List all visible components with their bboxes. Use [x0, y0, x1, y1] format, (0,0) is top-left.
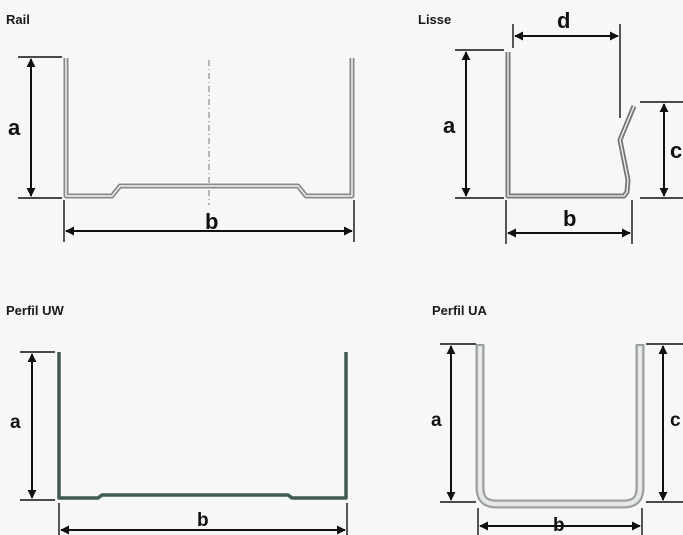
ua-profile — [475, 344, 645, 509]
uw-b-label: b — [197, 510, 209, 531]
uw-a-label: a — [10, 412, 21, 433]
lisse-c-label: c — [670, 138, 682, 163]
ua-panel: Perfil UA a c b — [431, 303, 683, 535]
ua-a-label: a — [431, 410, 442, 431]
lisse-b-label: b — [563, 206, 576, 231]
lisse-a-label: a — [443, 113, 456, 138]
uw-panel: Perfil UW a b — [6, 303, 348, 535]
ua-c-label: c — [670, 410, 681, 431]
ua-profile-inner — [477, 346, 643, 507]
lisse-title: Lisse — [418, 12, 451, 27]
rail-a-label: a — [8, 115, 21, 140]
lisse-panel: Lisse d a c b — [418, 8, 683, 244]
rail-panel: Rail a b — [6, 12, 355, 242]
lisse-profile — [505, 52, 637, 199]
ua-b-label: b — [553, 515, 565, 535]
uw-title: Perfil UW — [6, 303, 65, 318]
uw-profile — [57, 352, 348, 500]
lisse-d-label: d — [557, 8, 570, 33]
rail-b-label: b — [205, 209, 218, 234]
ua-title: Perfil UA — [432, 303, 488, 318]
rail-title: Rail — [6, 12, 30, 27]
